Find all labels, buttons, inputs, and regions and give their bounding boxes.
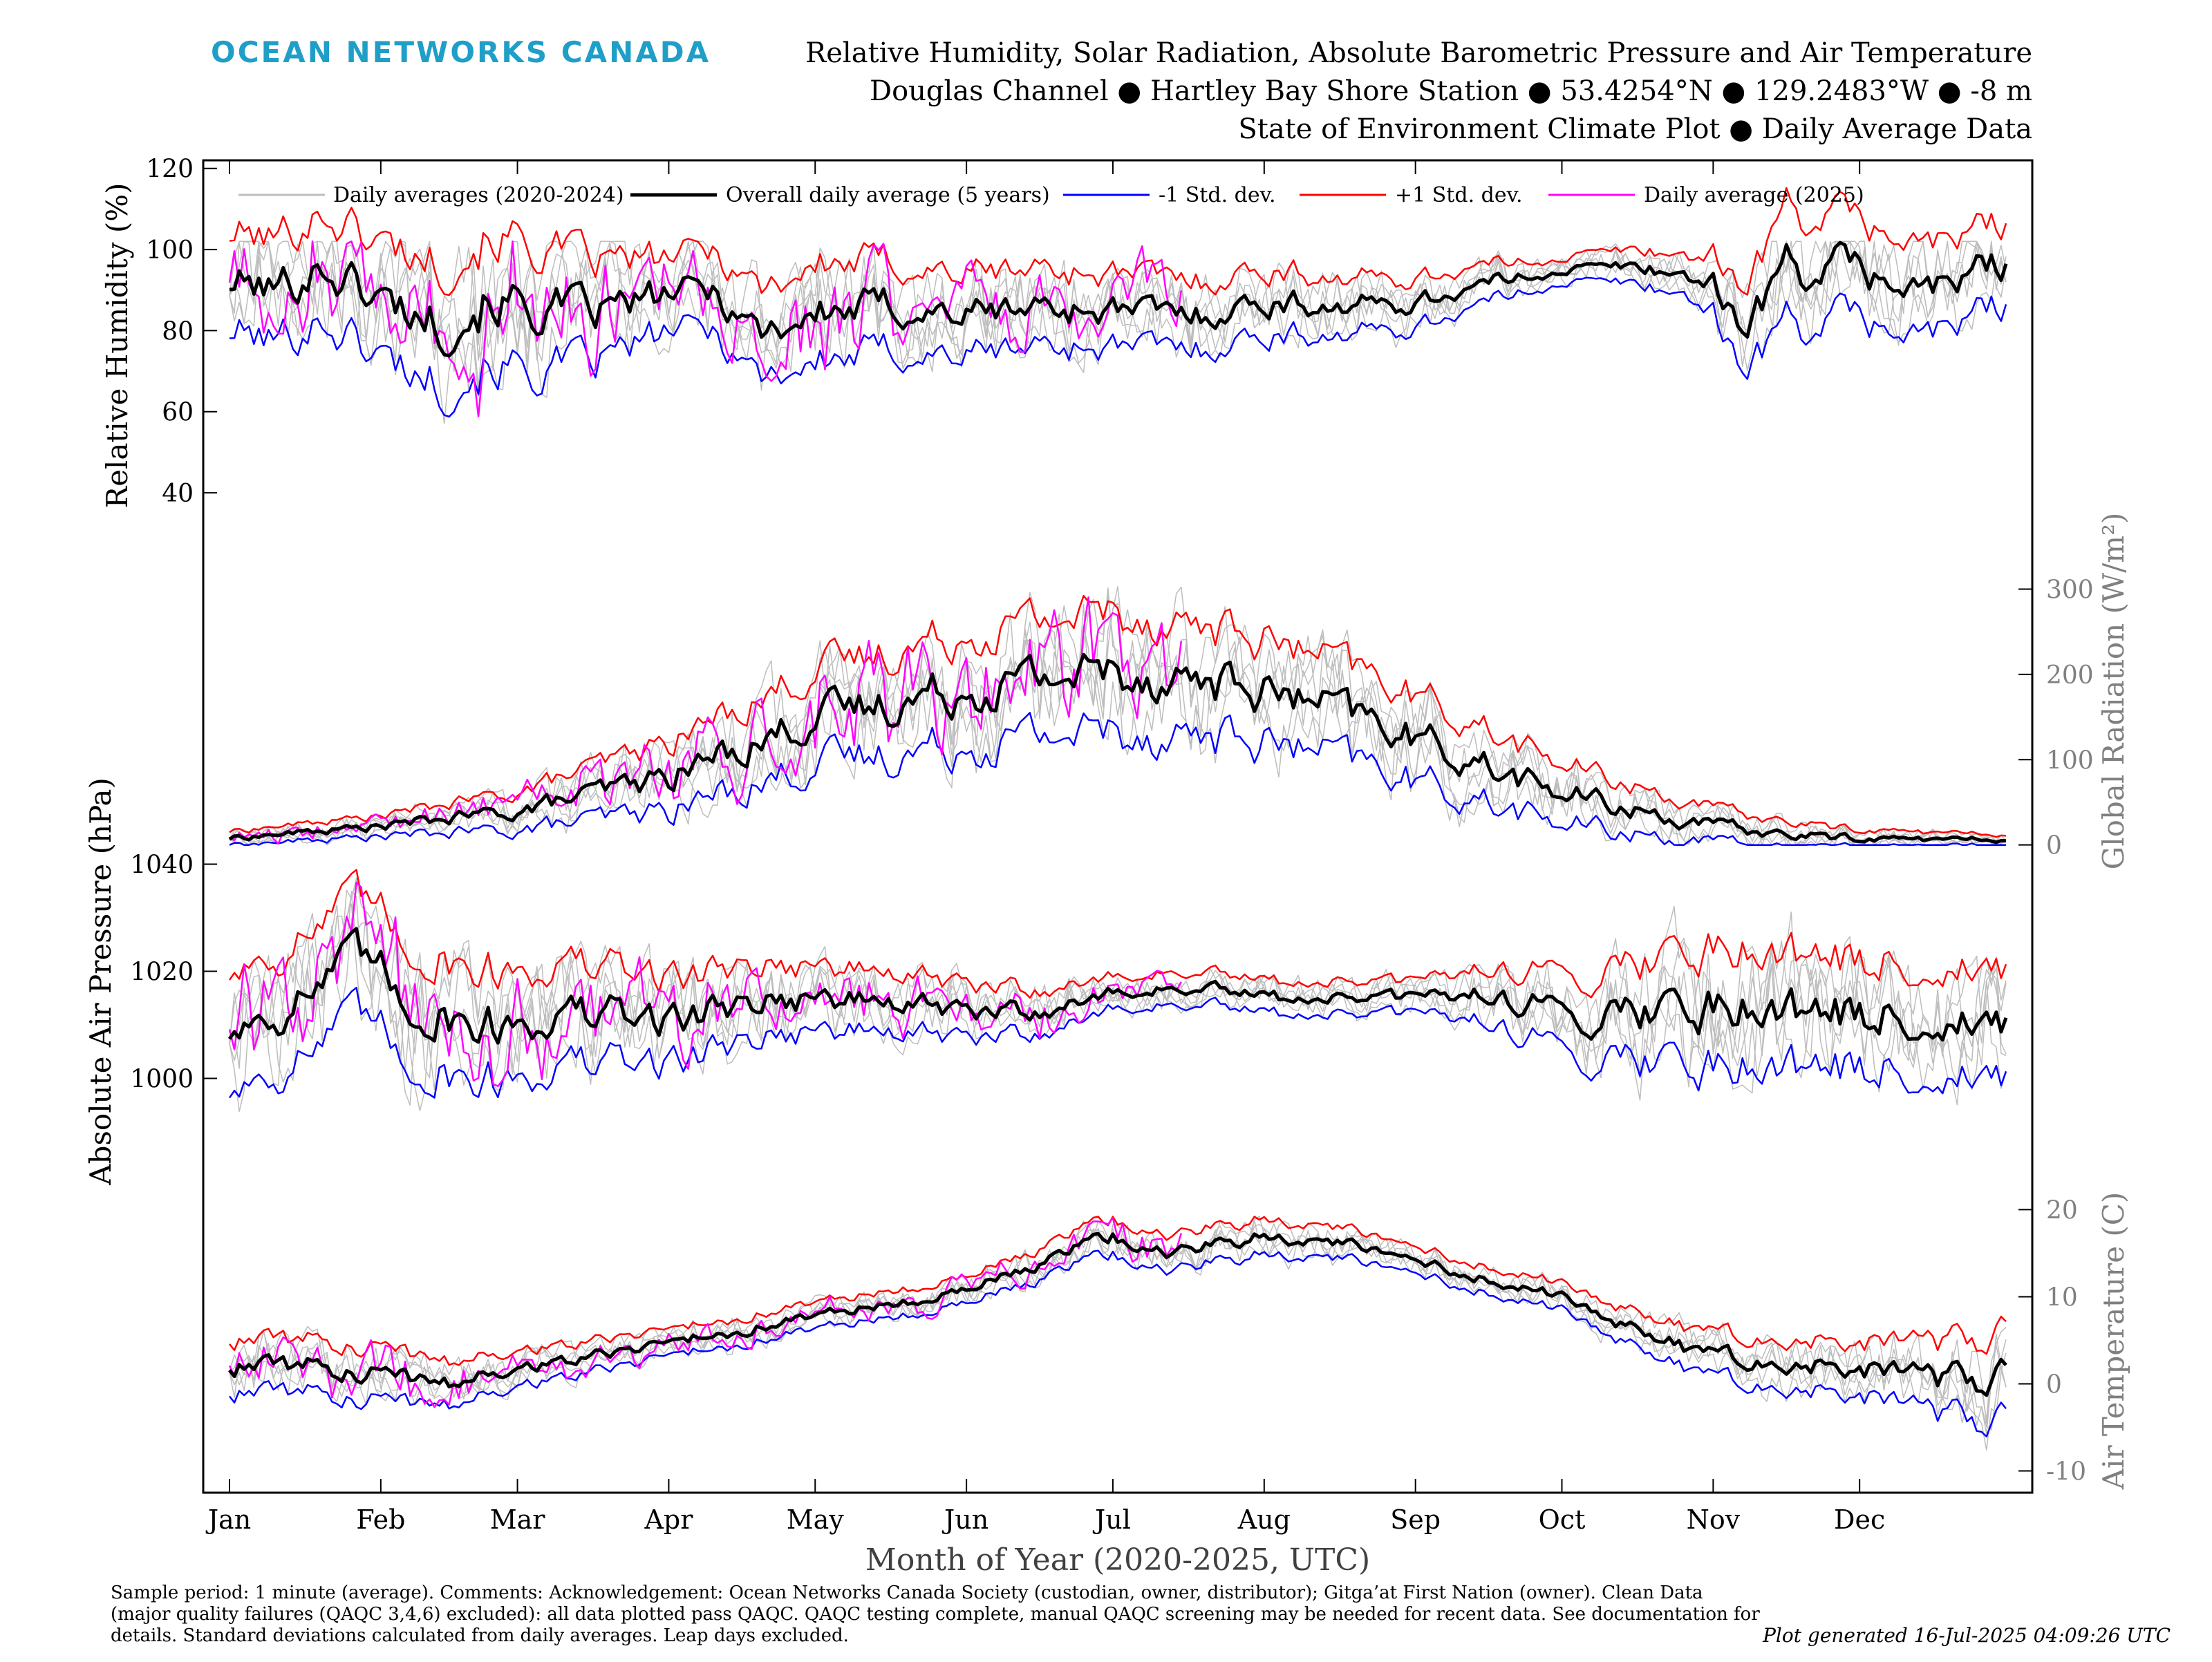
x-tick-label-jun: Jun — [941, 1504, 988, 1535]
humidity-minus-std-line — [229, 276, 2007, 418]
x-axis-title: Month of Year (2020-2025, UTC) — [865, 1542, 1370, 1578]
x-tick-label-may: May — [787, 1504, 845, 1535]
temperature-daily-2020-2024-line-4 — [229, 1216, 2007, 1424]
radiation-daily-2020-2024-line-2 — [229, 594, 2006, 846]
temperature-daily-2020-2024-line-5 — [229, 1222, 2007, 1451]
humidity-y-tick-label: 120 — [146, 155, 194, 184]
pressure-plus-std-line — [228, 869, 2007, 999]
temperature-y-tick-label: -10 — [2046, 1457, 2086, 1486]
onc-logo: OCEAN NETWORKS CANADA — [211, 35, 711, 69]
legend-label-overall-average: Overall daily average (5 years) — [726, 183, 1050, 207]
x-tick-label-aug: Aug — [1237, 1504, 1291, 1535]
temperature-minus-std-line — [229, 1249, 2007, 1437]
x-tick-label-jan: Jan — [205, 1504, 251, 1535]
humidity-y-tick-label: 100 — [146, 236, 194, 265]
legend-label-daily-2020-2024: Daily averages (2020-2024) — [333, 183, 624, 207]
x-tick-label-oct: Oct — [1539, 1504, 1586, 1535]
chart-title-line-2: Douglas Channel ● Hartley Bay Shore Stat… — [870, 75, 2032, 107]
plot-generated-note: Plot generated 16-Jul-2025 04:09:26 UTC — [1763, 1624, 2171, 1647]
temperature-y-tick-label: 0 — [2046, 1370, 2062, 1399]
humidity-y-tick-label: 40 — [162, 480, 194, 508]
humidity-y-tick-label: 80 — [162, 317, 194, 346]
data-layer — [227, 187, 2008, 1451]
radiation-y-tick-label: 100 — [2046, 746, 2094, 775]
legend-label-plus-std: +1 Std. dev. — [1395, 183, 1523, 207]
humidity-overall-average-line — [229, 240, 2008, 358]
x-tick-label-feb: Feb — [356, 1504, 405, 1535]
x-tick-label-dec: Dec — [1834, 1504, 1885, 1535]
pressure-y-tick-label: 1040 — [130, 851, 194, 880]
x-tick-label-sep: Sep — [1390, 1504, 1441, 1535]
x-tick-label-apr: Apr — [644, 1504, 693, 1535]
humidity-y-tick-label: 60 — [162, 399, 194, 427]
humidity-daily-2020-2024-line-4 — [229, 240, 2007, 375]
axis-layer: Jan Feb Mar Apr May Jun Jul Aug Sep Oct Nov Dec 40 60… — [130, 155, 2093, 1535]
legend-label-minus-std: -1 Std. dev. — [1159, 183, 1276, 207]
pressure-y-tick-label: 1020 — [130, 959, 194, 987]
x-tick-label-nov: Nov — [1687, 1504, 1741, 1535]
legend-label-daily-2025: Daily average (2025) — [1644, 183, 1864, 207]
temperature-plus-std-line — [229, 1216, 2007, 1366]
pressure-daily-2020-2024-line-2 — [229, 903, 2007, 1093]
plot-frame — [202, 159, 2034, 1494]
temperature-axis-title: Air Temperature (C) — [2097, 1192, 2130, 1491]
temperature-y-tick-label: 10 — [2046, 1283, 2078, 1312]
radiation-y-tick-label: 200 — [2046, 661, 2094, 690]
x-tick-label-mar: Mar — [490, 1504, 546, 1535]
x-tick-label-jul: Jul — [1092, 1504, 1131, 1535]
radiation-axis-title: Global Radiation (W/m²) — [2097, 513, 2130, 870]
temperature-daily-2020-2024-line-2 — [229, 1220, 2007, 1422]
temperature-daily-2025-line — [228, 1217, 1183, 1408]
humidity-axis-title: Relative Humidity (%) — [100, 182, 134, 508]
chart-title-line-3: State of Environment Climate Plot ● Dail… — [1238, 113, 2032, 145]
chart-title-line-1: Relative Humidity, Solar Radiation, Abso… — [805, 37, 2032, 69]
temperature-y-tick-label: 20 — [2046, 1196, 2078, 1225]
temperature-overall-average-line — [228, 1231, 2007, 1397]
radiation-minus-std-line — [229, 712, 2006, 846]
pressure-minus-std-line — [228, 986, 2007, 1099]
footer-note: Sample period: 1 minute (average). Comme… — [111, 1583, 1760, 1646]
pressure-overall-average-line — [227, 927, 2008, 1045]
radiation-y-tick-label: 0 — [2046, 832, 2062, 860]
legend: Daily averages (2020-2024) Overall daily… — [238, 183, 1864, 207]
pressure-y-tick-label: 1000 — [130, 1066, 194, 1094]
radiation-daily-2025-line — [229, 596, 1183, 844]
radiation-y-tick-label: 300 — [2046, 576, 2094, 605]
pressure-axis-title: Absolute Air Pressure (hPa) — [84, 777, 118, 1186]
radiation-plus-std-line — [229, 594, 2007, 838]
humidity-daily-2020-2024-line-5 — [229, 240, 2007, 372]
radiation-overall-average-line — [228, 652, 2007, 844]
humidity-daily-2025-line — [228, 240, 1183, 417]
